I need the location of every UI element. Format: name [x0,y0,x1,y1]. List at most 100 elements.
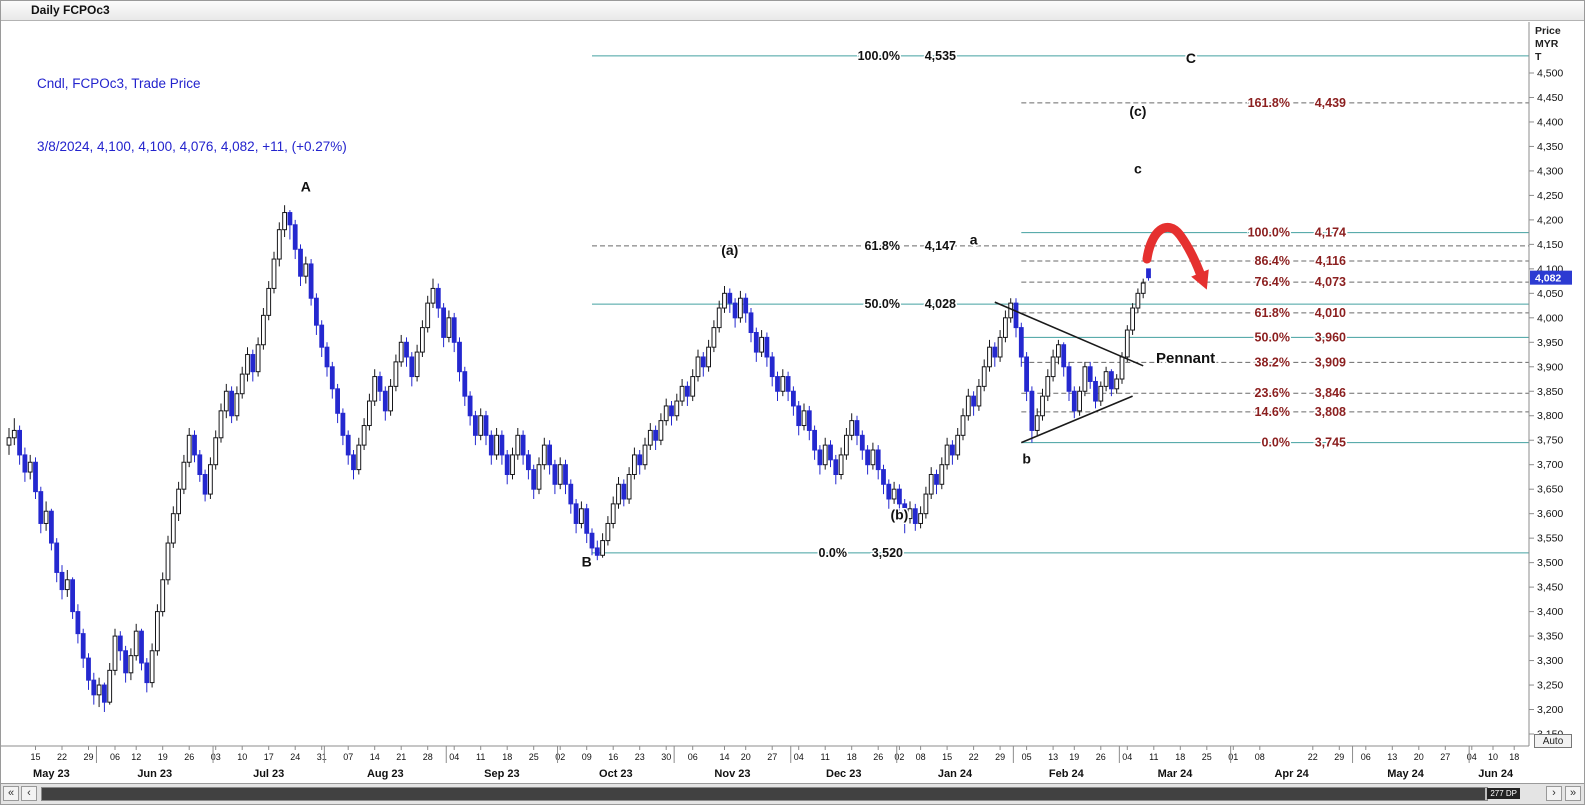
price-tick-label: 3,300 [1537,655,1563,667]
candle-body [854,420,860,436]
candle-body [377,376,383,392]
day-tick-label: 02 [555,752,565,762]
day-tick-label: 14 [370,752,380,762]
candle-body [844,434,849,456]
scroll-next-button[interactable]: › [1546,786,1562,801]
fib-price-label: 3,960 [1315,330,1346,344]
scrollbar-track[interactable] [41,787,1488,801]
scroll-prev-button[interactable]: ‹ [21,786,37,801]
price-tick-label: 4,250 [1537,190,1563,202]
candle-body [960,415,966,436]
fib-pct-label: 86.4% [1255,254,1290,268]
candle-body [557,464,563,485]
candle-body [828,444,833,461]
candle-body [950,444,955,456]
candle-body [292,224,298,250]
day-tick-label: 18 [1509,752,1519,762]
candle-body [812,429,818,451]
day-tick-label: 05 [1022,752,1032,762]
scrollbar-thumb[interactable] [42,788,1485,800]
candle-body [1024,356,1030,392]
price-tick-label: 4,150 [1537,239,1563,251]
legend-series-line: Cndl, FCPOc3, Trade Price [37,76,201,91]
candle-body [669,405,674,417]
candle-body [621,483,627,500]
candle-body [54,542,60,573]
day-tick-label: 01 [1228,752,1238,762]
fib-pct-label: 0.0% [1262,436,1291,450]
candle-body [785,376,791,392]
month-label: Apr 24 [1274,768,1309,780]
projection-arrow-head [1191,269,1209,290]
candle-body [833,459,839,475]
candle-body [308,263,314,299]
day-tick-label: 15 [942,752,952,762]
candle-body [1045,376,1051,397]
day-tick-label: 03 [211,752,221,762]
day-tick-label: 27 [767,752,777,762]
price-tick-label: 4,000 [1537,312,1563,324]
day-tick-label: 22 [57,752,67,762]
price-tick-label: 4,200 [1537,214,1563,226]
candle-body [1103,371,1109,387]
candle-body [483,415,489,436]
price-tick-label: 3,600 [1537,508,1563,520]
candle-body [1066,366,1072,392]
candle-body [504,454,510,475]
candle-body [75,611,81,635]
candle-body [266,287,272,316]
candle-body [780,376,786,392]
axis-auto-scale-toggle[interactable]: Auto [1534,734,1572,748]
scroll-first-button[interactable]: « [3,786,19,801]
candle-body [488,434,494,456]
candle-body [568,483,574,505]
candle-body [663,405,669,422]
candle-body [149,650,155,684]
candle-body [27,461,33,473]
wave-label-c: c [1134,160,1142,176]
legend-quote-line: 3/8/2024, 4,100, 4,100, 4,076, 4,082, +1… [37,139,347,154]
pennant-label: Pennant [1156,350,1215,367]
candle-body [992,346,998,358]
candle-body [345,434,351,456]
candle-body [647,429,653,446]
candle-body [653,429,659,441]
candle-body [1008,302,1014,319]
candle-body [367,400,372,427]
candle-body [976,385,982,407]
wave-label-A: A [301,178,311,194]
wave-label-B: B [582,554,592,570]
candle-body [176,488,181,515]
fib-price-label: 4,174 [1315,226,1346,240]
candle-body [223,390,229,412]
candle-body [324,346,330,368]
fib-price-label: 3,909 [1315,355,1346,369]
candle-body [616,483,621,505]
fib-pct-label: 161.8% [1248,96,1290,110]
day-tick-label: 04 [794,752,804,762]
candle-body [155,611,160,652]
price-tick-label: 3,950 [1537,337,1563,349]
price-tick-label: 3,750 [1537,435,1563,447]
candle-body [441,307,447,338]
price-tick-label: 3,350 [1537,631,1563,643]
day-tick-label: 14 [719,752,729,762]
candle-body [605,522,611,542]
candle-body [891,488,897,500]
candle-body [43,510,49,524]
chart-legend: Cndl, FCPOc3, Trade Price 3/8/2024, 4,10… [37,31,347,199]
scroll-last-button[interactable]: » [1565,786,1581,801]
fib-pct-label: 38.2% [1255,355,1290,369]
candle-body [478,415,484,436]
candle-body [526,454,531,471]
wave-label-a: a [970,231,978,247]
candle-body [1109,371,1114,390]
candle-body [748,312,754,334]
day-tick-label: 18 [847,752,857,762]
projection-arrow [1142,222,1205,278]
candle-body [64,579,70,591]
candle-body [859,434,865,451]
candle-body [563,464,568,485]
candle-body [457,341,462,373]
